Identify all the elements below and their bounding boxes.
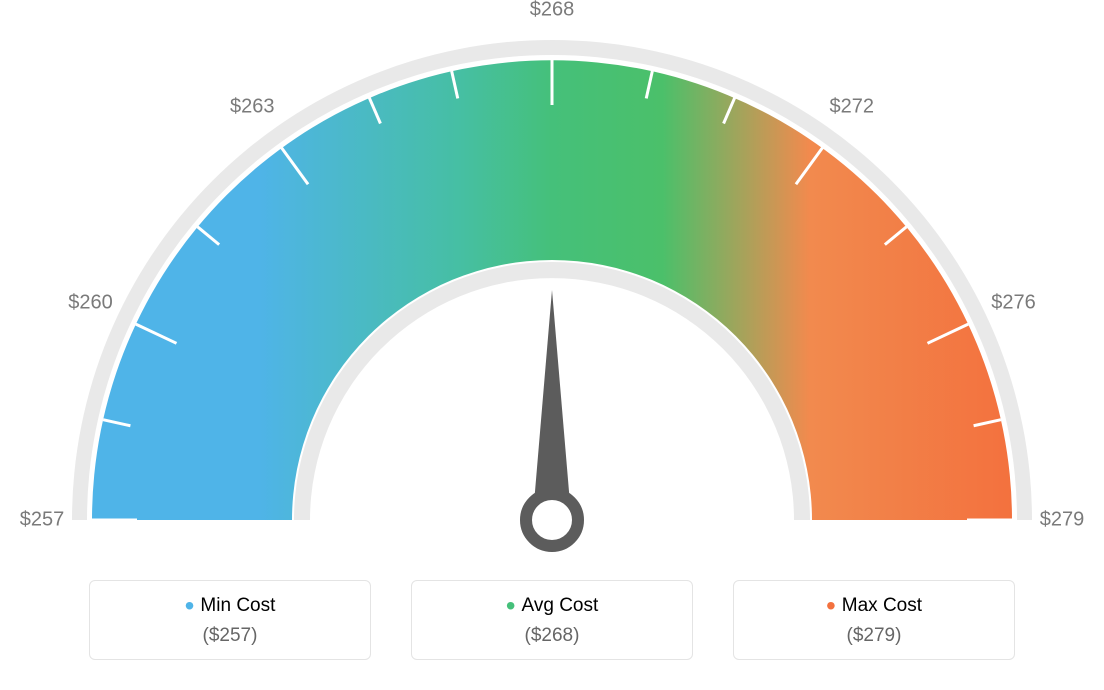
legend-card-avg: •Avg Cost ($268) [411,580,693,660]
gauge-tick-label: $279 [1040,509,1085,532]
legend-value-max: ($279) [734,625,1014,647]
gauge-tick-label: $272 [830,96,875,119]
legend-value-min: ($257) [90,625,370,647]
legend-card-max: •Max Cost ($279) [733,580,1015,660]
gauge-tick-label: $260 [68,291,113,314]
legend-row: •Min Cost ($257) •Avg Cost ($268) •Max C… [0,580,1104,660]
legend-card-min: •Min Cost ($257) [89,580,371,660]
gauge-tick-label: $263 [230,96,275,119]
legend-dot-icon: • [185,590,195,621]
gauge-svg [0,0,1104,560]
legend-title-avg: •Avg Cost [412,595,692,617]
legend-value-avg: ($268) [412,625,692,647]
gauge-tick-label: $268 [530,0,575,22]
cost-gauge-chart: $257$260$263$268$272$276$279 •Min Cost (… [0,0,1104,690]
gauge-tick-label: $276 [991,291,1036,314]
gauge-area: $257 $260 $263 $268 $272 $276 $279 [0,0,1104,560]
legend-dot-icon: • [826,590,836,621]
gauge-tick-label: $257 [20,509,65,532]
legend-label-avg: Avg Cost [522,595,599,616]
legend-label-min: Min Cost [200,595,275,616]
legend-title-min: •Min Cost [90,595,370,617]
legend-dot-icon: • [506,590,516,621]
legend-label-max: Max Cost [842,595,922,616]
legend-title-max: •Max Cost [734,595,1014,617]
